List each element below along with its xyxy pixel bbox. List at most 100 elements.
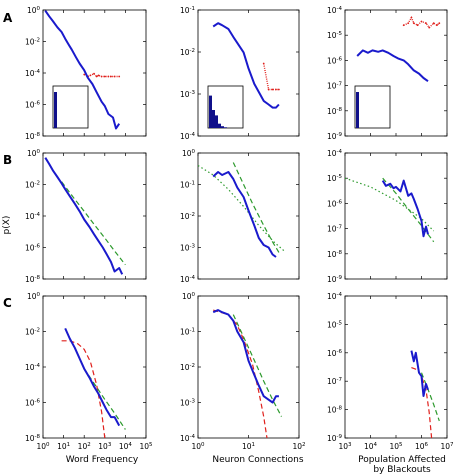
x-axis-label-3-line1: Population Affected: [358, 455, 446, 465]
y-tick-label: 10-3: [180, 399, 196, 408]
plot-area: [44, 10, 121, 130]
y-tick-label: 10-7: [327, 225, 343, 234]
panel-a1: 100 10-2 10-4 10-6 10-8: [25, 6, 147, 141]
x-tick-label: 103: [98, 442, 112, 451]
lognormal-fit-line: [345, 177, 435, 232]
y-tick-label: 10-4: [327, 6, 343, 15]
y-tick-label: 10-2: [25, 181, 40, 190]
y-tick-label: 10-4: [327, 292, 343, 301]
y-tick-label: 100: [27, 292, 41, 301]
y-tick-label: 10-8: [327, 107, 343, 116]
panel-a2: 10-1 10-2 10-3 10-4: [180, 6, 300, 141]
row-label-a: A: [3, 11, 13, 25]
bootstrap-point: [278, 88, 280, 91]
data-line: [212, 22, 280, 109]
plot-area: [198, 162, 285, 258]
svg-text:A: A: [3, 11, 13, 25]
svg-text:B: B: [3, 153, 12, 167]
data-line: [356, 49, 429, 83]
data-line: [212, 309, 279, 404]
plot-area: [356, 16, 441, 83]
panel-frame: [344, 152, 448, 280]
x-tick-label: 105: [139, 442, 153, 451]
x-tick-label: 104: [119, 442, 133, 451]
y-tick-label: 10-7: [327, 377, 343, 386]
plot-area: [345, 177, 435, 243]
y-tick-label: 10-5: [327, 320, 343, 329]
y-tick-label: 10-8: [327, 406, 343, 415]
panel-b1: 100 10-2 10-4 10-6 10-8: [25, 149, 147, 284]
y-tick-label: 100: [27, 149, 41, 158]
power-fit-line: [420, 372, 440, 422]
power-fit-line: [232, 162, 280, 253]
y-tick-label: 100: [27, 6, 41, 15]
data-line: [44, 157, 124, 275]
svg-text:C: C: [3, 296, 12, 310]
x-tick-label: 107: [440, 442, 454, 451]
inset-bar: [224, 127, 227, 128]
x-axis-label-2: Neuron Connections: [212, 455, 303, 465]
plot-area: [61, 327, 126, 438]
plot-area: [212, 309, 283, 438]
power-fit-line: [61, 181, 126, 266]
y-tick-label: 10-8: [25, 275, 41, 284]
y-tick-label: 10-4: [25, 363, 41, 372]
bootstrap-series: [403, 16, 440, 29]
power-fit-line: [382, 177, 435, 243]
data-line: [212, 171, 277, 258]
y-tick-label: 10-5: [327, 174, 343, 183]
y-tick-label: 10-6: [25, 399, 41, 408]
y-tick-label: 10-6: [327, 199, 343, 208]
power-fit-line: [232, 314, 283, 417]
y-tick-label: 10-2: [180, 48, 195, 57]
y-tick-label: 10-3: [180, 244, 196, 253]
inset-frame: [354, 85, 391, 129]
panel-frame: [197, 295, 300, 439]
plot-area: [44, 157, 126, 275]
x-tick-label: 104: [364, 442, 378, 451]
panel-frame: [42, 295, 147, 439]
inset-bar: [218, 123, 221, 128]
panel-frame: [344, 295, 448, 439]
data-line: [381, 179, 429, 238]
bootstrap-point: [438, 22, 441, 25]
y-tick-label: 10-8: [327, 250, 343, 259]
x-tick-label: 102: [78, 442, 91, 451]
panel-frame: [197, 152, 300, 280]
x-tick-label: 100: [191, 442, 205, 451]
inset-frame: [52, 85, 89, 129]
inset-bar: [212, 110, 215, 128]
y-tick-label: 10-8: [25, 132, 41, 141]
lognormal-fit-line: [198, 164, 285, 252]
panel-frame: [42, 152, 147, 280]
y-tick-label: 10-2: [25, 38, 40, 47]
y-tick-label: 10-4: [180, 434, 196, 443]
y-axis-label: p(X): [2, 216, 12, 235]
bootstrap-series: [263, 63, 279, 91]
y-tick-label: 10-1: [180, 6, 195, 15]
y-tick-label: 10-4: [25, 212, 41, 221]
y-tick-label: 10-2: [180, 363, 195, 372]
y-tick-label: 10-6: [327, 349, 343, 358]
y-tick-label: 10-2: [25, 328, 40, 337]
x-tick-label: 106: [415, 442, 429, 451]
y-tick-label: 10-7: [327, 82, 343, 91]
y-tick-label: 10-3: [180, 90, 196, 99]
y-tick-label: 10-8: [25, 434, 41, 443]
x-tick-label: 103: [338, 442, 352, 451]
inset-histogram: [52, 85, 89, 129]
inset-bar: [209, 95, 212, 128]
y-tick-label: 10-9: [327, 434, 343, 443]
x-tick-label: 101: [57, 442, 70, 451]
inset-bar: [215, 115, 218, 128]
y-tick-label: 10-1: [180, 328, 195, 337]
x-tick-label: 100: [36, 442, 50, 451]
x-axis-label-1: Word Frequency: [66, 455, 139, 465]
x-tick-label: 101: [242, 442, 255, 451]
panel-b3: 10-4 10-5 10-6 10-7 10-8 10-9: [327, 149, 448, 284]
panel-b2: 100 10-1 10-2 10-3 10-4: [180, 149, 300, 284]
inset-bar: [221, 126, 224, 128]
